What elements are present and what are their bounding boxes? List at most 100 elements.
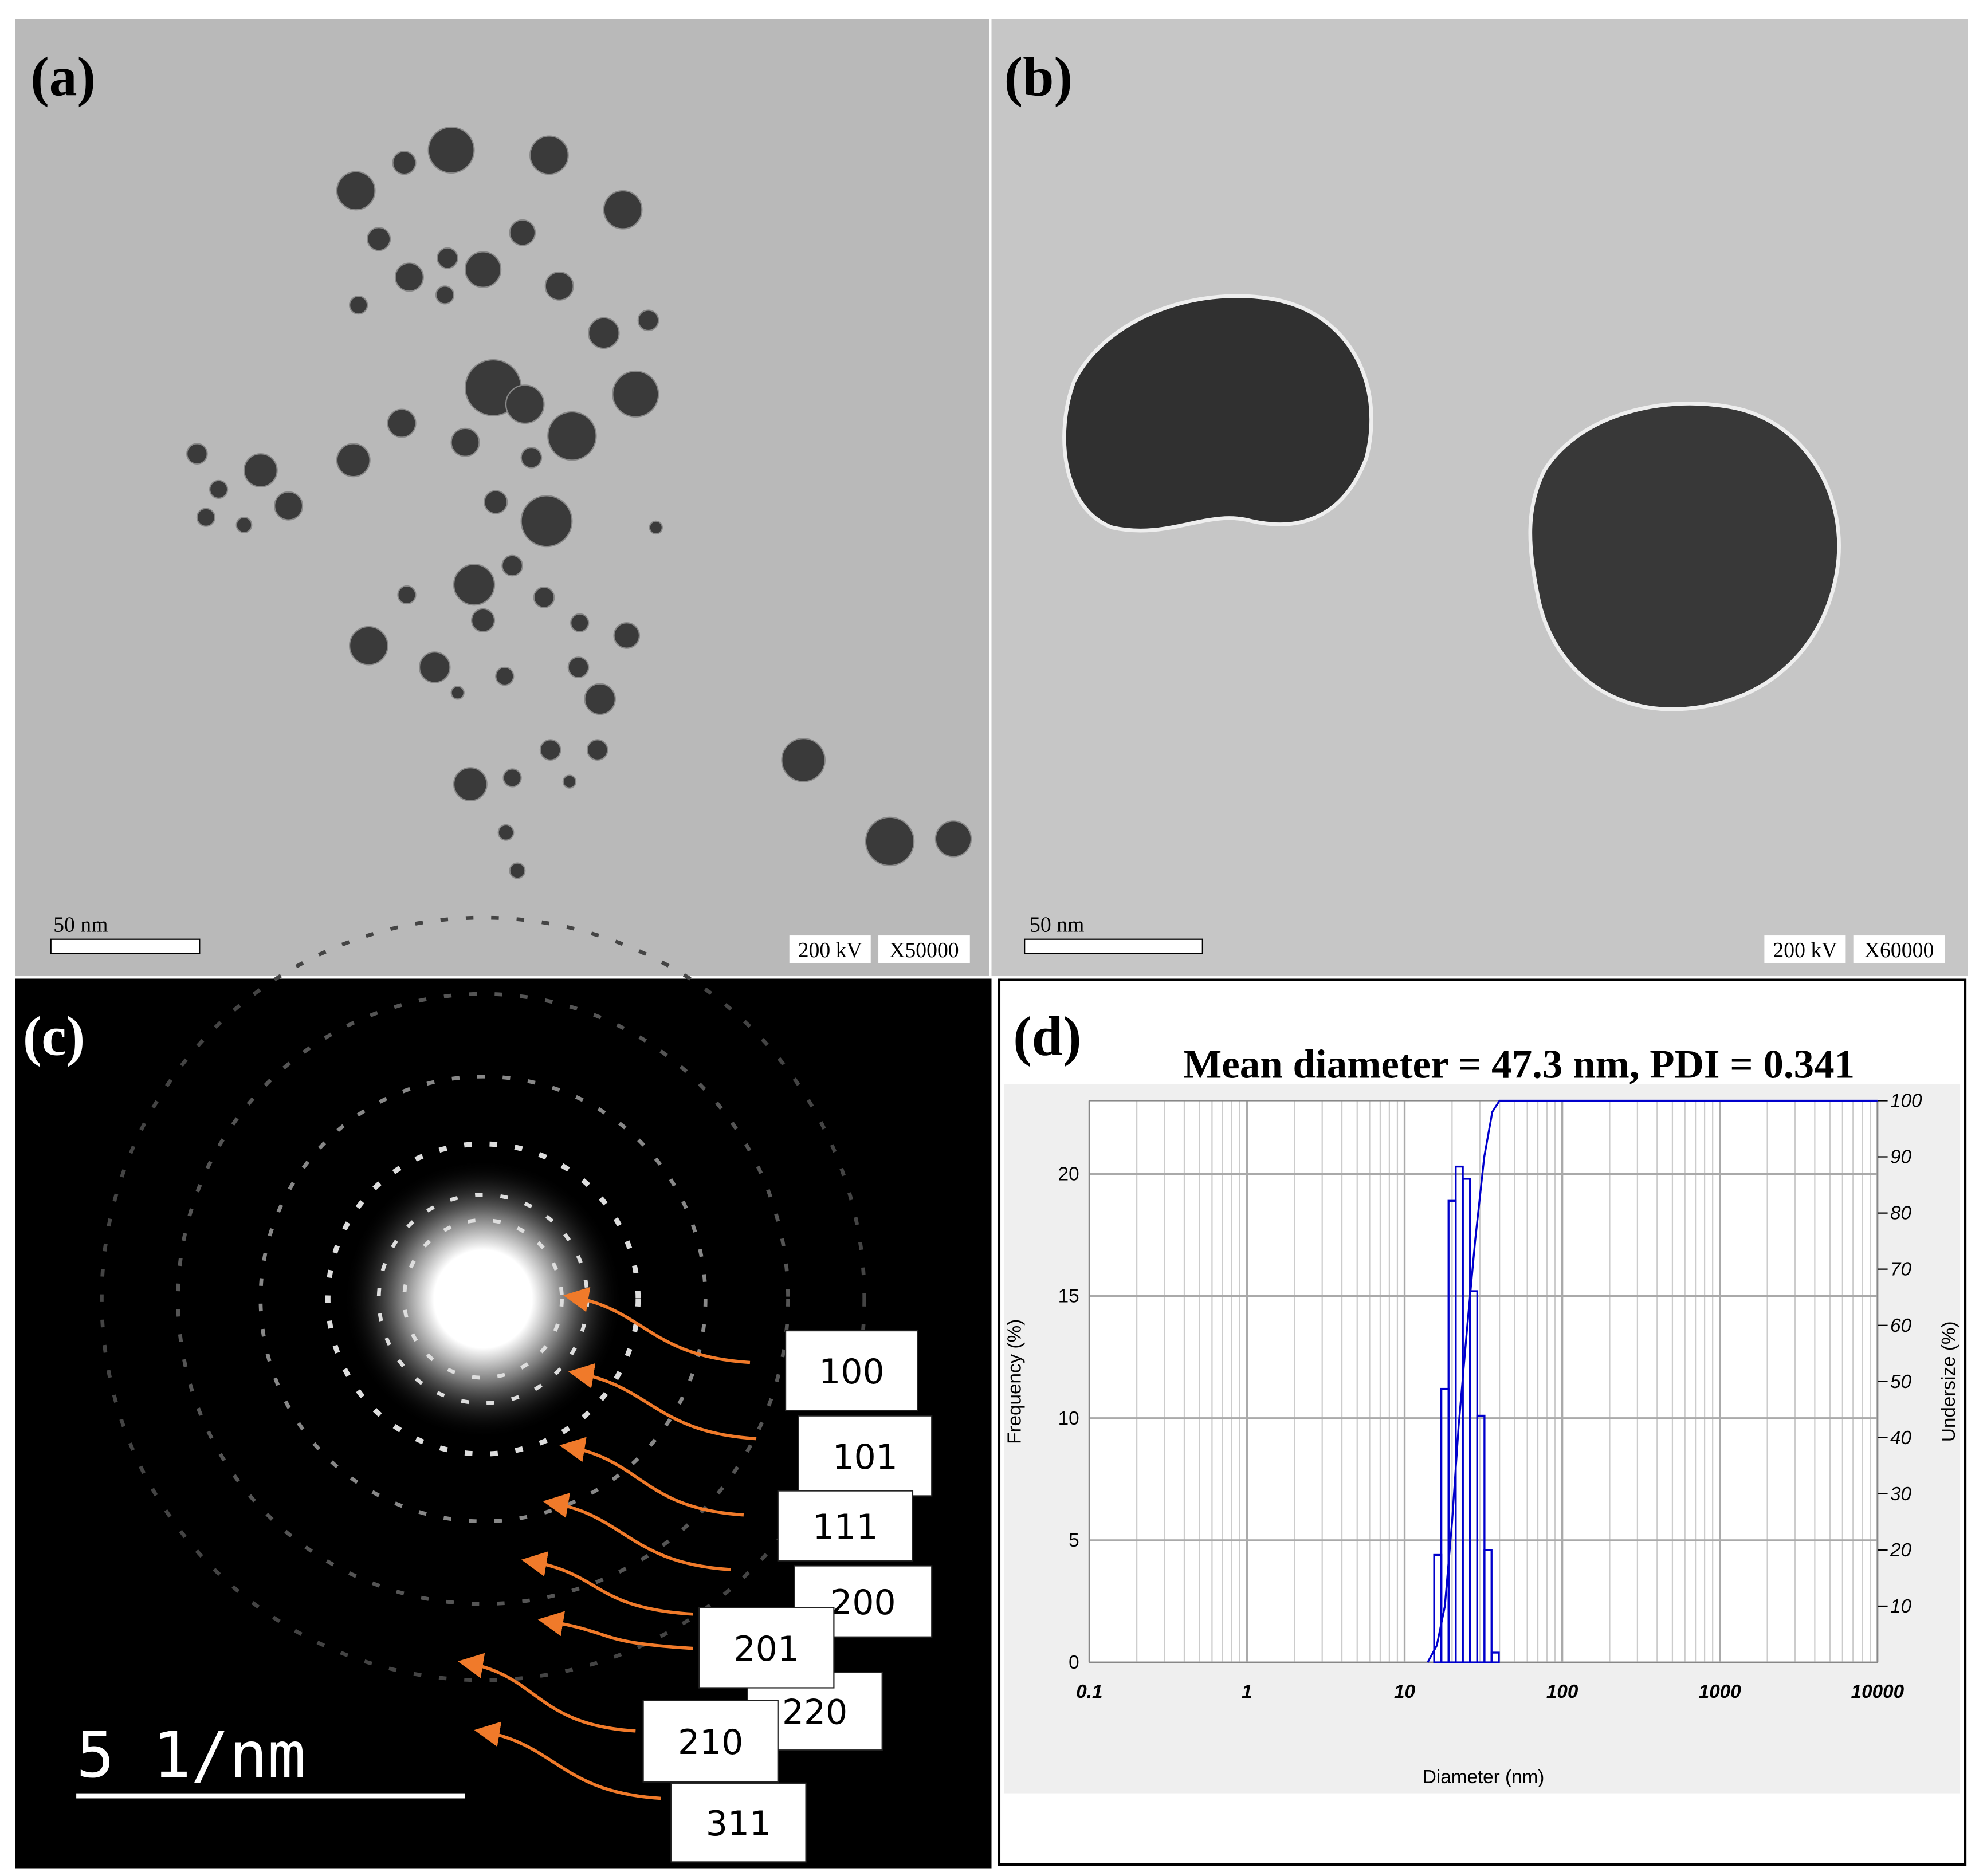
scale-bar-label: 50 nm xyxy=(1030,913,1084,937)
label-box xyxy=(698,1607,835,1689)
y2-tick-label: 80 xyxy=(1890,1203,1912,1224)
y2-tick-label: 20 xyxy=(1890,1540,1912,1561)
particle xyxy=(781,738,826,782)
particle xyxy=(520,495,573,548)
x-tick-label: 1000 xyxy=(1699,1681,1742,1702)
y2-tick-label: 90 xyxy=(1890,1147,1912,1168)
arrow xyxy=(537,1611,693,1650)
info-box xyxy=(789,935,871,963)
panel-label: (d) xyxy=(1013,1006,1081,1068)
y2-tick-label: 50 xyxy=(1890,1371,1912,1393)
ring-labels: 100 101 111 200 220 201 311 210 xyxy=(457,1287,933,1863)
panel-label: (a) xyxy=(30,46,96,108)
particle xyxy=(484,490,508,514)
label-box xyxy=(798,1415,933,1497)
particle xyxy=(613,622,641,649)
particle xyxy=(453,767,488,802)
particle xyxy=(453,564,496,606)
arrow xyxy=(563,1287,751,1364)
info-box xyxy=(1853,935,1945,963)
y-tick-label: 15 xyxy=(1058,1286,1079,1307)
scale-bar xyxy=(76,1793,466,1799)
ring-label: 201 xyxy=(734,1629,799,1669)
particle xyxy=(336,171,376,211)
x-tick-label: 0.1 xyxy=(1076,1681,1102,1702)
particle xyxy=(437,247,458,269)
particle xyxy=(1062,294,1373,533)
particle xyxy=(612,370,659,418)
scale-bar-label: 50 nm xyxy=(53,913,108,937)
voltage: 200 kV xyxy=(1773,938,1837,962)
y2-tick-label: 70 xyxy=(1890,1259,1912,1280)
chart-title: Mean diameter = 47.3 nm, PDI = 0.341 xyxy=(1183,1043,1855,1087)
particle xyxy=(209,479,229,499)
particle xyxy=(539,739,561,761)
y2-tick-label: 30 xyxy=(1890,1484,1912,1505)
particle xyxy=(274,491,304,521)
arrow xyxy=(543,1493,731,1571)
scale-bar-label: 5 1/nm xyxy=(76,1718,306,1792)
y2-tick-label: 100 xyxy=(1890,1091,1922,1112)
y-tick-label: 0 xyxy=(1069,1652,1079,1673)
info-box xyxy=(1764,935,1846,963)
particle xyxy=(509,862,526,879)
particle xyxy=(637,309,659,332)
label-box xyxy=(777,1490,914,1562)
particle xyxy=(336,443,371,478)
voltage: 200 kV xyxy=(798,938,862,962)
particle xyxy=(235,517,253,533)
particle xyxy=(501,554,523,577)
particle xyxy=(502,768,522,788)
label-box xyxy=(642,1700,779,1783)
label-box xyxy=(784,1330,918,1411)
scale-bar xyxy=(1024,938,1203,954)
cumulative-line xyxy=(1427,1099,1878,1663)
particle xyxy=(470,608,496,632)
x-tick-label: 1 xyxy=(1242,1681,1252,1702)
particle xyxy=(649,520,663,535)
arrow xyxy=(521,1551,693,1616)
particle xyxy=(367,227,391,251)
particle xyxy=(865,816,915,867)
particle xyxy=(196,508,216,527)
particle xyxy=(505,384,545,424)
particle xyxy=(529,135,569,175)
y2-tick-label: 10 xyxy=(1890,1596,1912,1617)
scale-bar xyxy=(50,938,201,954)
particle xyxy=(520,447,543,469)
ring-label: 111 xyxy=(812,1507,878,1547)
label-box xyxy=(670,1782,807,1863)
ring-label: 100 xyxy=(819,1352,884,1392)
arrow xyxy=(568,1363,757,1441)
particle xyxy=(435,285,455,305)
particle xyxy=(392,151,417,175)
particle xyxy=(243,453,278,488)
y2-tick-label: 40 xyxy=(1890,1427,1912,1449)
particle xyxy=(495,666,515,686)
panel-label: (b) xyxy=(1004,46,1073,108)
x-tick-label: 10000 xyxy=(1851,1681,1905,1702)
y-axis-label: Frequency (%) xyxy=(1004,1319,1026,1444)
particle xyxy=(570,613,590,632)
particles-a xyxy=(186,126,972,879)
particle xyxy=(584,683,616,715)
particle xyxy=(427,126,475,174)
particle xyxy=(1528,402,1841,711)
y2-axis-label: Undersize (%) xyxy=(1938,1321,1960,1442)
arrow xyxy=(559,1437,744,1517)
particle xyxy=(419,651,451,683)
particle xyxy=(464,251,502,288)
ring-label: 311 xyxy=(706,1804,771,1844)
x-tick-label: 10 xyxy=(1394,1681,1416,1702)
y-tick-label: 20 xyxy=(1058,1163,1079,1185)
plot-area xyxy=(1089,1100,1878,1663)
particle xyxy=(603,190,643,230)
particle xyxy=(588,317,620,349)
particle xyxy=(450,427,480,457)
bar xyxy=(1476,1414,1486,1663)
info-box xyxy=(878,935,970,963)
particle xyxy=(562,774,577,789)
arrow xyxy=(457,1653,636,1733)
particle xyxy=(397,585,417,605)
